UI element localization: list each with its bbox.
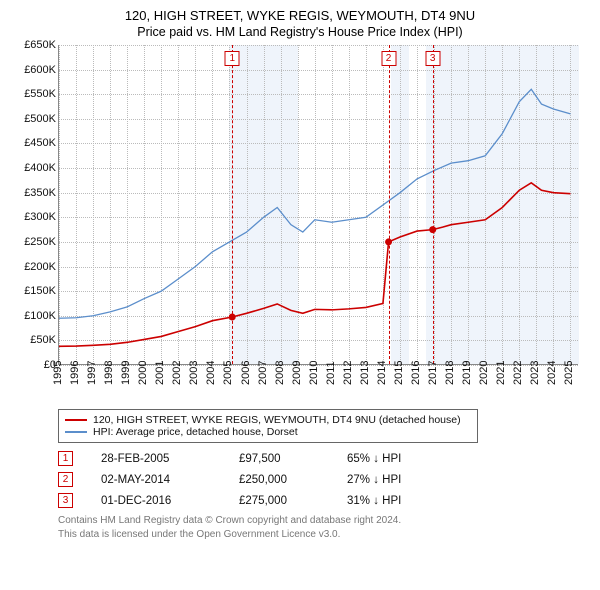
event-row-date: 28-FEB-2005: [101, 453, 211, 465]
x-tick-label: 1998: [103, 361, 115, 385]
event-row-price: £275,000: [239, 495, 319, 507]
x-tick-label: 2015: [393, 361, 405, 385]
x-tick-label: 2025: [563, 361, 575, 385]
x-tick-label: 2020: [478, 361, 490, 385]
x-tick-label: 2012: [342, 361, 354, 385]
event-row-price: £250,000: [239, 474, 319, 486]
x-tick-label: 1995: [52, 361, 64, 385]
event-line: [389, 45, 390, 364]
x-tick-label: 2019: [461, 361, 473, 385]
y-tick-label: £150K: [24, 285, 56, 297]
y-tick-label: £200K: [24, 261, 56, 273]
legend-row: 120, HIGH STREET, WYKE REGIS, WEYMOUTH, …: [65, 414, 471, 426]
event-marker-box: 1: [225, 51, 240, 66]
legend-label: HPI: Average price, detached house, Dors…: [93, 426, 298, 438]
event-row-number: 1: [58, 451, 73, 466]
y-tick-label: £350K: [24, 187, 56, 199]
x-tick-label: 2010: [308, 361, 320, 385]
y-tick-label: £650K: [24, 39, 56, 51]
title-line-2: Price paid vs. HM Land Registry's House …: [12, 25, 588, 39]
legend-row: HPI: Average price, detached house, Dors…: [65, 426, 471, 438]
legend-swatch: [65, 431, 87, 433]
event-row: 1 28-FEB-2005 £97,500 65% ↓ HPI: [58, 451, 588, 466]
event-row-pct: 27% ↓ HPI: [347, 474, 437, 486]
series-hpi: [59, 89, 570, 318]
event-row-number: 3: [58, 493, 73, 508]
x-tick-label: 2021: [495, 361, 507, 385]
x-tick-label: 2023: [529, 361, 541, 385]
x-tick-label: 1996: [69, 361, 81, 385]
y-tick-label: £300K: [24, 211, 56, 223]
event-row-pct: 31% ↓ HPI: [347, 495, 437, 507]
x-tick-label: 2001: [154, 361, 166, 385]
x-tick-label: 2016: [410, 361, 422, 385]
y-tick-label: £550K: [24, 88, 56, 100]
event-line: [433, 45, 434, 364]
event-row-date: 01-DEC-2016: [101, 495, 211, 507]
x-axis-labels: 1995199619971998199920002001200220032004…: [58, 367, 578, 405]
x-tick-label: 1999: [120, 361, 132, 385]
chart-area: £0£50K£100K£150K£200K£250K£300K£350K£400…: [12, 45, 588, 405]
footer-line-1: Contains HM Land Registry data © Crown c…: [58, 514, 588, 528]
x-tick-label: 2013: [359, 361, 371, 385]
event-row: 3 01-DEC-2016 £275,000 31% ↓ HPI: [58, 493, 588, 508]
x-tick-label: 2002: [171, 361, 183, 385]
legend-label: 120, HIGH STREET, WYKE REGIS, WEYMOUTH, …: [93, 414, 461, 426]
footer-attribution: Contains HM Land Registry data © Crown c…: [58, 514, 588, 541]
events-table: 1 28-FEB-2005 £97,500 65% ↓ HPI 2 02-MAY-2014…: [58, 451, 588, 508]
event-marker-box: 3: [425, 51, 440, 66]
event-line: [232, 45, 233, 364]
x-tick-label: 1997: [86, 361, 98, 385]
y-tick-label: £100K: [24, 310, 56, 322]
chart-title-block: 120, HIGH STREET, WYKE REGIS, WEYMOUTH, …: [12, 8, 588, 39]
x-tick-label: 2004: [205, 361, 217, 385]
event-row-number: 2: [58, 472, 73, 487]
y-tick-label: £400K: [24, 162, 56, 174]
y-tick-label: £500K: [24, 113, 56, 125]
y-tick-label: £450K: [24, 137, 56, 149]
y-axis-labels: £0£50K£100K£150K£200K£250K£300K£350K£400…: [12, 45, 58, 365]
x-tick-label: 2022: [512, 361, 524, 385]
x-tick-label: 2017: [427, 361, 439, 385]
x-tick-label: 2003: [188, 361, 200, 385]
legend-swatch: [65, 419, 87, 421]
y-tick-label: £250K: [24, 236, 56, 248]
x-tick-label: 2000: [137, 361, 149, 385]
x-tick-label: 2018: [444, 361, 456, 385]
x-tick-label: 2007: [257, 361, 269, 385]
plot-region: 1 2 3: [58, 45, 578, 365]
x-tick-label: 2006: [240, 361, 252, 385]
footer-line-2: This data is licensed under the Open Gov…: [58, 528, 588, 542]
title-line-1: 120, HIGH STREET, WYKE REGIS, WEYMOUTH, …: [12, 8, 588, 23]
line-svg: [59, 45, 579, 365]
x-tick-label: 2014: [376, 361, 388, 385]
legend-box: 120, HIGH STREET, WYKE REGIS, WEYMOUTH, …: [58, 409, 478, 443]
event-row: 2 02-MAY-2014 £250,000 27% ↓ HPI: [58, 472, 588, 487]
x-tick-label: 2008: [274, 361, 286, 385]
event-row-date: 02-MAY-2014: [101, 474, 211, 486]
y-tick-label: £600K: [24, 64, 56, 76]
y-tick-label: £50K: [30, 334, 56, 346]
x-tick-label: 2009: [291, 361, 303, 385]
event-row-price: £97,500: [239, 453, 319, 465]
x-tick-label: 2011: [325, 361, 337, 385]
x-tick-label: 2005: [222, 361, 234, 385]
event-row-pct: 65% ↓ HPI: [347, 453, 437, 465]
event-marker-box: 2: [381, 51, 396, 66]
x-tick-label: 2024: [546, 361, 558, 385]
series-property: [59, 183, 570, 346]
